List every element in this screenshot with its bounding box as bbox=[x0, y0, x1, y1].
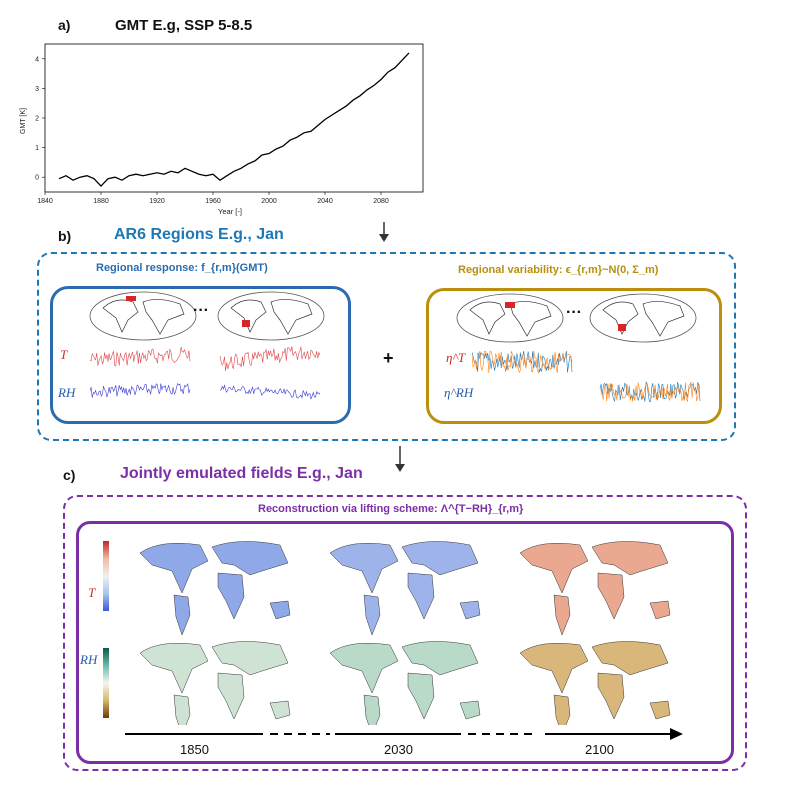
variability-timeseries bbox=[472, 350, 701, 403]
year-2100: 2100 bbox=[585, 742, 614, 757]
rh-colorbar bbox=[103, 648, 109, 718]
y-tick-label: 0 bbox=[35, 175, 39, 182]
y-tick-label: 4 bbox=[35, 56, 39, 63]
panel-b-label: b) bbox=[58, 228, 72, 244]
y-tick-label: 2 bbox=[35, 116, 39, 123]
ar6-regions-box bbox=[37, 252, 736, 441]
gmt-axis-ticks: 1840 1880 1920 1960 2000 2040 2080 0 1 2 3 4 bbox=[35, 56, 389, 205]
gmt-line-chart: 1840 1880 1920 1960 2000 2040 2080 0 1 2 3 4 Year [… bbox=[20, 43, 424, 216]
response-timeseries bbox=[90, 346, 321, 400]
jointly-emulated-box bbox=[63, 495, 747, 771]
reconstruction-title: Reconstruction via lifting scheme: Λ^{T−… bbox=[258, 503, 524, 515]
panel-b-title: AR6 Regions E.g., Jan bbox=[114, 226, 284, 243]
regional-response-title: Regional response: f_{r,m}(GMT) bbox=[96, 262, 268, 274]
temperature-colorbar bbox=[103, 541, 109, 611]
panel-c-title: Jointly emulated fields E.g., Jan bbox=[120, 465, 363, 482]
panel-a-label: a) bbox=[58, 17, 71, 33]
field-T-label: T bbox=[88, 585, 96, 600]
var-RH-label: RH bbox=[58, 385, 76, 400]
x-tick-label: 1920 bbox=[149, 198, 165, 205]
gmt-series-line bbox=[58, 52, 410, 188]
regional-variability-title: Regional variability: ϵ_{r,m}~N(0, Σ_m) bbox=[458, 264, 659, 276]
down-arrow-icon bbox=[395, 446, 405, 472]
world-map-icon bbox=[217, 291, 325, 341]
plus-sign: + bbox=[383, 348, 394, 368]
reconstruction-box bbox=[76, 521, 734, 764]
temperature-map-2030 bbox=[329, 540, 481, 636]
x-tick-label: 2040 bbox=[317, 198, 333, 205]
world-map-icon bbox=[589, 293, 697, 343]
ellipsis: ··· bbox=[566, 304, 582, 321]
eta-RH-label: η^RH bbox=[444, 385, 474, 400]
regional-response-box bbox=[50, 286, 351, 424]
x-axis-label: Year [-] bbox=[218, 207, 242, 216]
temperature-map-1850 bbox=[139, 540, 291, 636]
eta-T-label: η^T bbox=[446, 350, 466, 365]
x-tick-label: 1960 bbox=[205, 198, 221, 205]
field-RH-label: RH bbox=[80, 652, 98, 667]
y-tick-label: 1 bbox=[35, 145, 39, 152]
year-2030: 2030 bbox=[384, 742, 413, 757]
y-tick-label: 3 bbox=[35, 86, 39, 93]
panel-c-label: c) bbox=[63, 467, 76, 483]
rh-map-1850 bbox=[139, 640, 291, 725]
y-axis-label: GMT [K] bbox=[20, 108, 27, 134]
x-tick-label: 1840 bbox=[37, 198, 53, 205]
ellipsis: ··· bbox=[193, 302, 209, 319]
rh-map-2030 bbox=[329, 640, 481, 725]
var-T-label: T bbox=[60, 347, 68, 362]
down-arrow-icon bbox=[379, 222, 389, 242]
panel-a-title: GMT E.g, SSP 5-8.5 bbox=[115, 17, 253, 34]
temperature-map-2100 bbox=[519, 540, 671, 636]
regional-variability-box bbox=[426, 288, 722, 424]
rh-map-2100 bbox=[519, 640, 671, 725]
emulated-maps bbox=[139, 540, 671, 725]
world-map-icon bbox=[89, 291, 197, 341]
chart-frame bbox=[44, 43, 424, 193]
world-map-icon bbox=[456, 293, 564, 343]
x-tick-label: 2080 bbox=[373, 198, 389, 205]
year-1850: 1850 bbox=[180, 742, 209, 757]
timeline-arrow bbox=[125, 728, 683, 740]
x-tick-label: 2000 bbox=[261, 198, 277, 205]
x-tick-label: 1880 bbox=[93, 198, 109, 205]
